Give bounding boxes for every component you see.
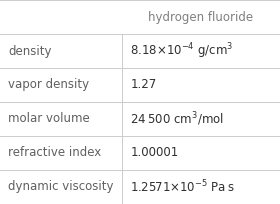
Text: molar volume: molar volume xyxy=(8,112,90,125)
Text: 1.2571×10$^{-5}$ Pa s: 1.2571×10$^{-5}$ Pa s xyxy=(130,179,235,195)
Text: 1.27: 1.27 xyxy=(130,79,157,92)
Text: hydrogen fluoride: hydrogen fluoride xyxy=(148,10,253,23)
Text: refractive index: refractive index xyxy=(8,146,102,160)
Text: 24 500 cm$^3$/mol: 24 500 cm$^3$/mol xyxy=(130,110,224,128)
Text: dynamic viscosity: dynamic viscosity xyxy=(8,181,114,194)
Text: 1.00001: 1.00001 xyxy=(130,146,178,160)
Text: density: density xyxy=(8,44,52,58)
Text: 8.18×10$^{-4}$ g/cm$^3$: 8.18×10$^{-4}$ g/cm$^3$ xyxy=(130,41,234,61)
Text: vapor density: vapor density xyxy=(8,79,90,92)
